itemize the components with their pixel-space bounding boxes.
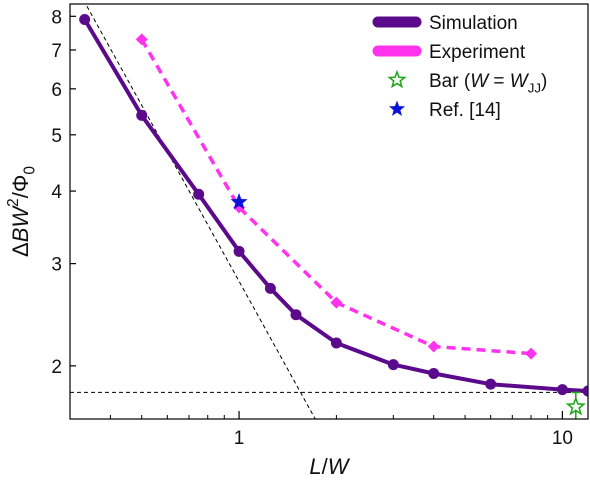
legend-label-0: Simulation bbox=[429, 13, 518, 34]
legend-label-0-part-0: Simulation bbox=[429, 13, 518, 34]
simulation-point bbox=[193, 188, 205, 200]
y-axis-label-part-0: Δ bbox=[8, 242, 33, 257]
y-tick-label-6: 6 bbox=[51, 80, 62, 101]
x-tick-label-1: 1 bbox=[234, 428, 245, 449]
legend-label-2-part-1: W bbox=[470, 71, 490, 92]
y-axis-label-part-1: BW bbox=[8, 205, 33, 243]
ref-14-star bbox=[230, 193, 248, 210]
y-tick-label-8: 8 bbox=[51, 7, 62, 28]
y-tick-label-4: 4 bbox=[51, 182, 62, 203]
legend-label-1: Experiment bbox=[429, 42, 526, 63]
legend-label-2-part-4: JJ bbox=[528, 81, 541, 96]
bar-star bbox=[565, 396, 587, 416]
y-axis-label: ΔBW2/Φ0 bbox=[5, 166, 39, 257]
simulation-point bbox=[387, 359, 399, 371]
legend-label-1-part-0: Experiment bbox=[429, 42, 526, 63]
x-axis-label-part-0: L bbox=[309, 454, 321, 479]
simulation-point bbox=[233, 245, 245, 257]
x-tick-label-10: 10 bbox=[552, 428, 573, 449]
simulation-point bbox=[582, 385, 588, 397]
simulation-point bbox=[485, 378, 497, 390]
legend-label-3: Ref. [14] bbox=[429, 100, 501, 121]
experiment-point bbox=[135, 33, 148, 46]
y-axis-label-part-3: /Φ bbox=[8, 175, 33, 199]
plot-frame bbox=[69, 3, 589, 420]
x-axis-label-part-2: W bbox=[328, 454, 351, 479]
simulation-point bbox=[79, 13, 91, 25]
experiment-point bbox=[525, 347, 538, 360]
x-axis-label: L/W bbox=[309, 454, 350, 479]
legend-label-2-part-0: Bar ( bbox=[429, 71, 471, 92]
guide-line-0 bbox=[85, 4, 316, 419]
y-tick-label-3: 3 bbox=[51, 255, 62, 276]
simulation-point bbox=[556, 384, 568, 396]
experiment-point bbox=[427, 340, 440, 353]
legend-label-2-part-5: ) bbox=[541, 71, 547, 92]
series-line-simulation bbox=[82, 18, 588, 393]
experiment-point bbox=[330, 296, 343, 309]
legend-swatch-3 bbox=[388, 100, 406, 116]
legend-label-2: Bar (W = WJJ) bbox=[429, 71, 547, 96]
legend-label-3-part-0: Ref. [14] bbox=[429, 100, 501, 121]
simulation-point bbox=[136, 109, 148, 121]
y-axis-label-part-4: 0 bbox=[22, 166, 39, 175]
simulation-point bbox=[428, 368, 440, 380]
simulation-point bbox=[264, 282, 276, 294]
simulation-point bbox=[330, 337, 342, 349]
legend-label-2-part-3: W bbox=[510, 71, 530, 92]
simulation-point bbox=[290, 309, 302, 321]
legend-label-2-part-2: = bbox=[488, 71, 510, 92]
y-axis-label-part-2: 2 bbox=[5, 198, 22, 207]
legend-swatch-2 bbox=[387, 69, 407, 89]
y-tick-label-2: 2 bbox=[51, 357, 62, 378]
y-tick-label-7: 7 bbox=[51, 41, 62, 62]
x-axis-label-part-1: / bbox=[322, 454, 329, 479]
y-tick-label-5: 5 bbox=[51, 126, 62, 147]
